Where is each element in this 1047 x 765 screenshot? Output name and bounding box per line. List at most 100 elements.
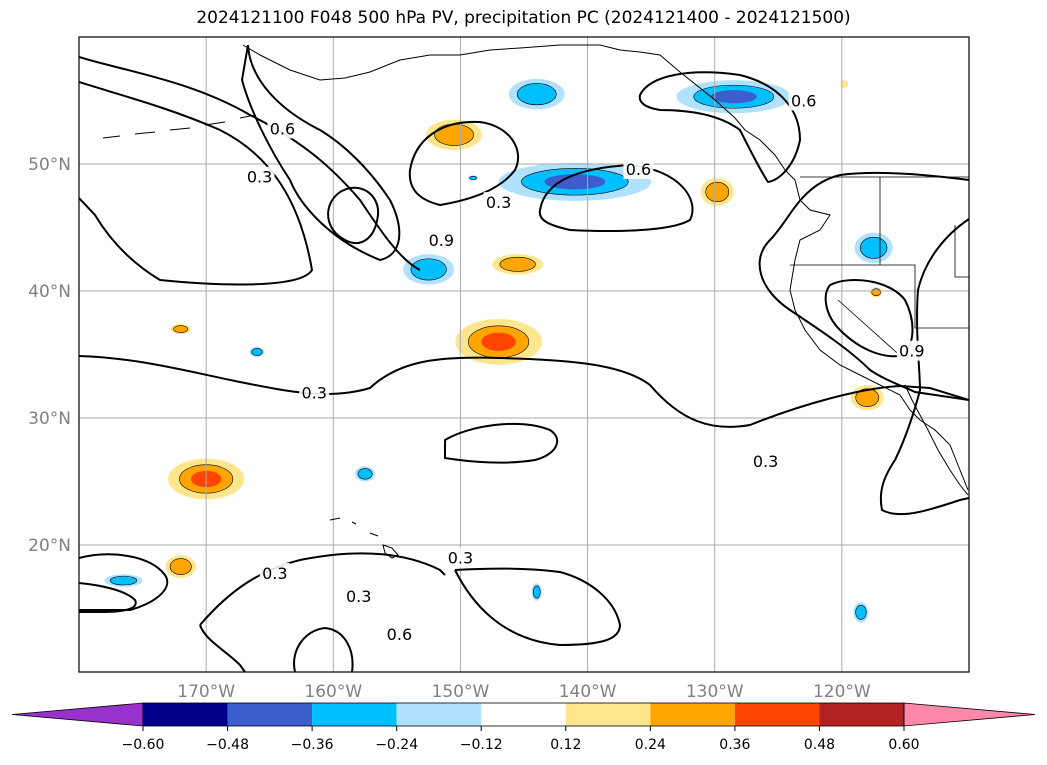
colorbar-tick-label: 0.36 xyxy=(719,737,750,753)
contour-label: 0.3 xyxy=(486,193,511,212)
precip-shade-17-1 xyxy=(855,388,880,407)
contour-0.3-gulf xyxy=(408,120,520,207)
precip-shade-16-1 xyxy=(169,558,192,575)
precip-shade-5-1 xyxy=(251,348,263,356)
lat-tick-label: 40°N xyxy=(28,282,71,302)
precip-blob-9 xyxy=(104,574,143,587)
baja-coast xyxy=(904,384,969,496)
colorbar-segment xyxy=(227,703,313,726)
contour-label: 0.9 xyxy=(899,342,924,361)
pv-contours xyxy=(79,44,969,672)
precip-shade-15-1 xyxy=(173,325,189,333)
contour-0.6-gulf xyxy=(538,163,694,232)
contour-label: 0.6 xyxy=(270,119,295,138)
contour-0.3-south-center xyxy=(444,422,559,464)
contour-0.9-loop xyxy=(327,186,380,244)
contour-label: 0.3 xyxy=(753,452,778,471)
precip-blob-12 xyxy=(426,119,483,151)
precip-shade-18-1 xyxy=(871,288,881,297)
precip-blob-16 xyxy=(165,555,196,579)
precip-shade-9-1 xyxy=(109,575,138,586)
precip-blob-11 xyxy=(455,318,542,365)
precip-blob-1 xyxy=(676,80,791,114)
contour-label-bg xyxy=(483,192,514,213)
precip-blob-7 xyxy=(531,583,542,601)
contour-0.3-east xyxy=(758,171,969,401)
lat-tick-label: 50°N xyxy=(28,155,71,175)
chart-title: 2024121100 F048 500 hPa PV, precipitatio… xyxy=(196,8,851,28)
lon-tick-label: 170°W xyxy=(177,682,235,700)
colorbar-tick-label: −0.36 xyxy=(291,737,334,753)
contour-0.6-north xyxy=(79,56,421,271)
contour-label: 0.6 xyxy=(387,625,412,644)
contour-label: 0.3 xyxy=(346,587,371,606)
contour-labels: 0.3 0.6 0.9 0.3 0.6 0.6 0.3 0.3 0.3 0.6 0.3 0.3 0.9 xyxy=(244,90,927,644)
colorbar-extend-high xyxy=(903,702,1036,727)
precip-shade-7-1 xyxy=(532,585,541,599)
precip-blob-6 xyxy=(354,466,376,482)
lat-tick-label: 30°N xyxy=(28,409,71,429)
colorbar-tick-label: 0.24 xyxy=(635,737,666,753)
contour-0.3-north-center xyxy=(240,44,401,262)
contour-0.3-south-2 xyxy=(79,582,137,613)
colorbar-tick-label: −0.12 xyxy=(460,737,503,753)
contour-0.3-southeast xyxy=(454,567,622,647)
precip-shade-3-1 xyxy=(410,258,447,281)
precip-blob-0 xyxy=(508,78,565,110)
lon-tick-label: 130°W xyxy=(686,682,744,700)
colorbar-segment xyxy=(143,703,228,726)
contour-0.3-northwest xyxy=(79,81,314,286)
precip-shade-4-1 xyxy=(859,236,888,259)
colorbar-tick-label: 0.48 xyxy=(804,737,835,753)
precip-blob-4 xyxy=(854,232,893,264)
contour-label-bg xyxy=(788,90,819,111)
precip-shade-2-2 xyxy=(544,174,606,190)
colorbar-segment xyxy=(819,703,904,726)
precip-blob-2 xyxy=(498,162,652,201)
contour-0.3-southwest xyxy=(199,552,446,626)
colorbar-tick-label: −0.60 xyxy=(122,737,165,753)
precip-blob-10 xyxy=(468,175,479,181)
contour-label-bg xyxy=(426,230,457,251)
contour-label-bg xyxy=(384,623,415,644)
precip-shade-10-1 xyxy=(469,175,478,181)
lon-tick-label: 150°W xyxy=(432,682,490,700)
precip-blob-19 xyxy=(840,80,849,88)
alaska-coast xyxy=(242,44,786,171)
contour-label: 0.3 xyxy=(262,564,287,583)
contour-label: 0.3 xyxy=(448,549,473,568)
colorbar-extend-low xyxy=(11,702,144,727)
precip-shade-12-1 xyxy=(434,123,474,146)
precip-shade-11-2 xyxy=(481,332,516,351)
precip-shade-0-1 xyxy=(516,83,557,106)
colorbar-tick-label: 0.12 xyxy=(550,737,581,753)
precip-blob-3 xyxy=(403,254,455,285)
colorbar-tick-label: −0.24 xyxy=(375,737,418,753)
us-border xyxy=(790,176,969,361)
contour-label-bg xyxy=(623,159,654,180)
contour-label: 0.3 xyxy=(301,384,326,403)
precip-shade-13-1 xyxy=(499,256,536,272)
contour-0.3-east-south xyxy=(879,218,969,516)
coastlines xyxy=(102,44,969,559)
precip-blob-15 xyxy=(170,324,191,335)
lon-tick-label: 140°W xyxy=(559,682,617,700)
contour-0.3-south xyxy=(79,553,169,611)
contour-label-bg xyxy=(343,585,374,606)
colorbar-segment xyxy=(312,703,397,726)
precip-blob-13 xyxy=(492,254,544,275)
lat-tick-label: 20°N xyxy=(28,536,71,556)
precip-shade-6-1 xyxy=(357,468,373,480)
precip-shade-19-0 xyxy=(840,80,849,88)
contour-label-bg xyxy=(259,562,290,583)
precip-shade-1-2 xyxy=(710,90,757,104)
colorbar-tick-label: 0.60 xyxy=(888,737,919,753)
gridlines xyxy=(79,37,969,672)
contour-label-bg xyxy=(445,547,476,568)
contour-label: 0.6 xyxy=(626,160,651,179)
precip-shade-8-1 xyxy=(855,604,867,620)
contour-label: 0.6 xyxy=(791,92,816,111)
hawaii-islands xyxy=(329,517,399,559)
contour-label-bg xyxy=(244,166,275,187)
colorbar-segment xyxy=(481,703,566,726)
